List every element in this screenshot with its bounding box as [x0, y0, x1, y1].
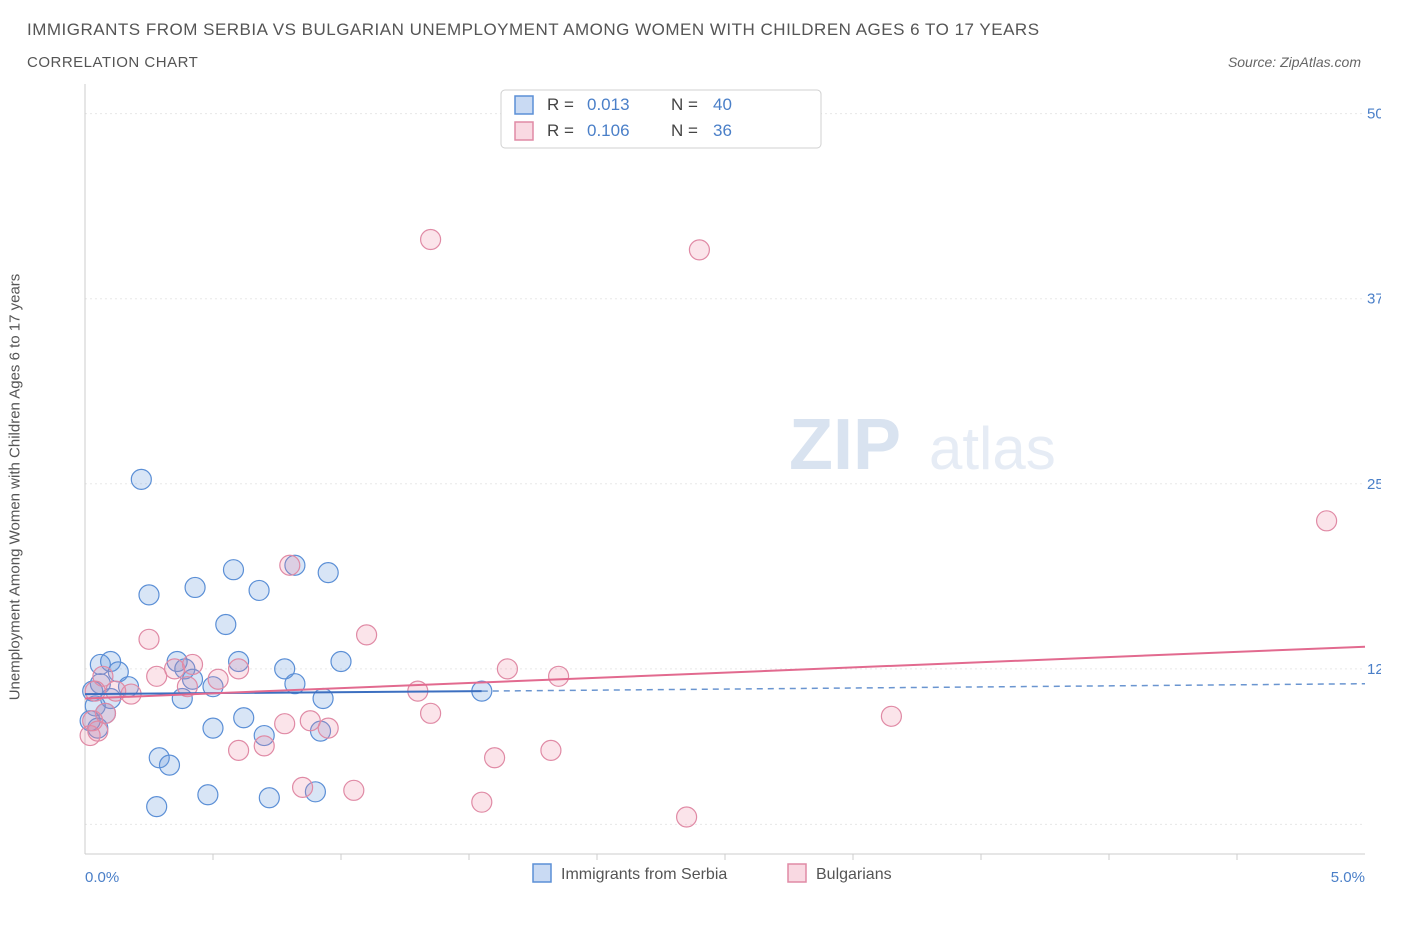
- scatter-chart: ZIP atlas 0.0% 5.0% 12.5% 25.0% 37.5% 50.0% R = 0…: [25, 79, 1381, 894]
- data-point-pink: [229, 659, 249, 679]
- data-point-blue: [259, 788, 279, 808]
- data-point-pink: [1317, 511, 1337, 531]
- data-point-pink: [497, 659, 517, 679]
- chart-area: Unemployment Among Women with Children A…: [25, 79, 1381, 894]
- data-point-pink: [344, 780, 364, 800]
- bottom-legend-label: Bulgarians: [816, 866, 892, 883]
- data-point-pink: [485, 748, 505, 768]
- data-point-pink: [689, 240, 709, 260]
- data-point-blue: [139, 585, 159, 605]
- data-point-pink: [254, 736, 274, 756]
- y-tick-label: 50.0%: [1367, 106, 1381, 123]
- y-tick-label: 37.5%: [1367, 291, 1381, 308]
- subtitle-row: CORRELATION CHART Source: ZipAtlas.com: [27, 54, 1381, 71]
- y-tick-label: 25.0%: [1367, 476, 1381, 493]
- x-tick-label: 5.0%: [1331, 869, 1365, 886]
- data-point-blue: [131, 469, 151, 489]
- source-label: Source:: [1228, 54, 1280, 70]
- data-point-blue: [159, 755, 179, 775]
- watermark-text: ZIP: [789, 405, 901, 485]
- source-name: ZipAtlas.com: [1280, 54, 1361, 70]
- data-point-pink: [275, 714, 295, 734]
- data-point-blue: [203, 718, 223, 738]
- data-point-pink: [541, 740, 561, 760]
- data-point-blue: [185, 577, 205, 597]
- legend-r-label: R =: [547, 121, 574, 140]
- data-point-blue: [147, 797, 167, 817]
- data-point-pink: [421, 703, 441, 723]
- legend-r-label: R =: [547, 95, 574, 114]
- watermark-text: atlas: [929, 415, 1056, 482]
- data-point-blue: [198, 785, 218, 805]
- data-point-pink: [549, 666, 569, 686]
- legend-n-label: N =: [671, 95, 698, 114]
- y-tick-label: 12.5%: [1367, 661, 1381, 678]
- x-tick-label: 0.0%: [85, 869, 119, 886]
- legend-n-value: 36: [713, 121, 732, 140]
- chart-container: IMMIGRANTS FROM SERBIA VS BULGARIAN UNEM…: [0, 0, 1406, 930]
- data-point-pink: [183, 654, 203, 674]
- chart-title: IMMIGRANTS FROM SERBIA VS BULGARIAN UNEM…: [27, 20, 1381, 40]
- bottom-legend-label: Immigrants from Serbia: [561, 866, 727, 883]
- data-point-pink: [165, 659, 185, 679]
- data-point-pink: [95, 703, 115, 723]
- data-point-blue: [223, 560, 243, 580]
- data-point-pink: [88, 721, 108, 741]
- data-point-pink: [147, 666, 167, 686]
- data-point-blue: [234, 708, 254, 728]
- data-point-blue: [318, 563, 338, 583]
- legend-r-value: 0.013: [587, 95, 630, 114]
- data-point-blue: [249, 580, 269, 600]
- data-point-pink: [357, 625, 377, 645]
- bottom-legend-swatch: [788, 864, 806, 882]
- data-point-pink: [293, 777, 313, 797]
- data-point-pink: [472, 792, 492, 812]
- chart-source: Source: ZipAtlas.com: [1228, 54, 1361, 70]
- data-point-pink: [881, 706, 901, 726]
- data-point-blue: [216, 614, 236, 634]
- legend-n-label: N =: [671, 121, 698, 140]
- data-point-pink: [139, 629, 159, 649]
- chart-subtitle: CORRELATION CHART: [27, 54, 198, 71]
- trend-line-blue-extrapolated: [482, 684, 1365, 691]
- legend-swatch: [515, 122, 533, 140]
- data-point-pink: [318, 718, 338, 738]
- data-point-pink: [229, 740, 249, 760]
- data-point-pink: [208, 669, 228, 689]
- data-point-blue: [331, 652, 351, 672]
- y-axis-label: Unemployment Among Women with Children A…: [7, 273, 24, 700]
- bottom-legend-swatch: [533, 864, 551, 882]
- data-point-pink: [421, 229, 441, 249]
- legend-n-value: 40: [713, 95, 732, 114]
- data-point-pink: [677, 807, 697, 827]
- data-point-pink: [280, 555, 300, 575]
- legend-r-value: 0.106: [587, 121, 630, 140]
- data-point-pink: [300, 711, 320, 731]
- legend-swatch: [515, 96, 533, 114]
